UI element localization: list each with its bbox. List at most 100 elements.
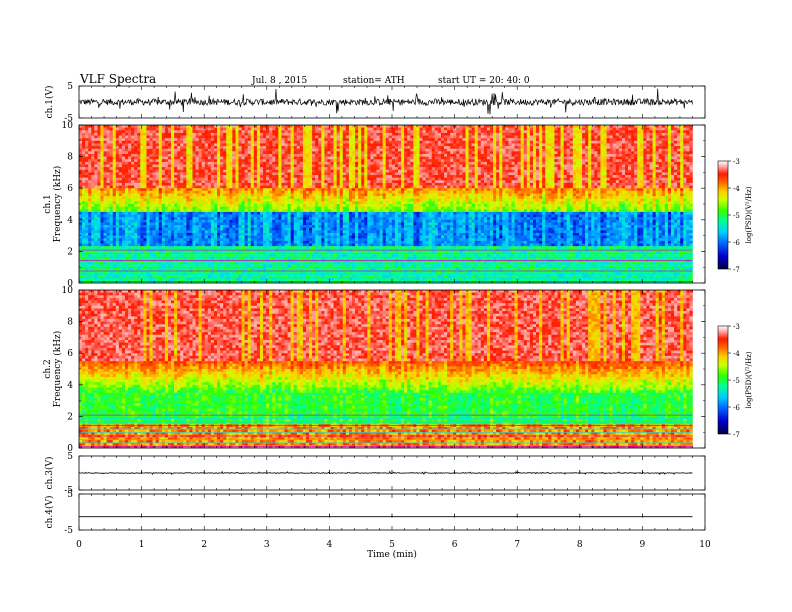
spectrogram-cell xyxy=(272,169,276,173)
spectrogram-cell xyxy=(315,196,319,200)
spectrogram-cell xyxy=(82,204,86,207)
spectrogram-cell xyxy=(241,243,245,247)
spectrogram-cell xyxy=(115,261,120,265)
spectrogram-cell xyxy=(312,232,316,236)
spectrogram-cell xyxy=(195,243,199,247)
spectrogram-cell xyxy=(250,198,255,202)
spectrogram-cell xyxy=(213,217,218,221)
spectrogram-cell xyxy=(131,135,135,139)
spectrogram-cell xyxy=(149,198,153,202)
spectrogram-cell xyxy=(238,264,242,268)
spectrogram-cell xyxy=(161,267,166,271)
spectrogram-cell xyxy=(115,277,120,281)
spectrogram-cell xyxy=(186,172,190,176)
spectrogram-cell xyxy=(186,190,190,194)
spectrogram-cell xyxy=(321,146,325,149)
spectrogram-cell xyxy=(79,246,83,250)
spectrogram-cell xyxy=(290,167,295,171)
spectrogram-cell xyxy=(269,272,273,276)
spectrogram-cell xyxy=(195,232,199,236)
spectrogram-cell xyxy=(152,238,156,242)
spectrogram-cell xyxy=(256,254,261,257)
spectrogram-cell xyxy=(152,140,156,144)
spectrogram-cell xyxy=(318,143,322,147)
spectrogram-cell xyxy=(210,214,215,218)
spectrogram-cell xyxy=(198,143,202,147)
spectrogram-cell xyxy=(244,161,249,165)
spectrogram-cell xyxy=(213,222,218,226)
spectrogram-cell xyxy=(201,201,206,205)
spectrogram-cell xyxy=(315,172,319,176)
spectrogram-cell xyxy=(164,177,169,181)
spectrogram-cell xyxy=(312,125,316,128)
spectrogram-cell xyxy=(290,214,295,218)
spectrogram-cell xyxy=(207,206,212,210)
spectrogram-cell xyxy=(229,169,233,173)
spectrogram-cell xyxy=(115,254,120,257)
spectrogram-cell xyxy=(302,146,307,149)
spectrogram-cell xyxy=(223,209,227,213)
spectrogram-cell xyxy=(321,240,325,244)
spectrogram-cell xyxy=(94,196,98,200)
spectrogram-cell xyxy=(287,188,291,192)
spectrogram-cell xyxy=(309,130,313,134)
spectrogram-cell xyxy=(210,125,215,128)
spectrogram-cell xyxy=(134,230,138,234)
spectrogram-cell xyxy=(186,138,190,142)
spectrogram-cell xyxy=(112,161,117,165)
spectrogram-cell xyxy=(195,130,199,134)
spectrogram-cell xyxy=(256,130,261,134)
spectrogram-cell xyxy=(220,151,224,155)
spectrogram-cell xyxy=(287,169,291,173)
spectrogram-cell xyxy=(121,190,126,194)
spectrogram-cell xyxy=(134,232,138,236)
spectrogram-cell xyxy=(128,148,132,152)
spectrogram-cell xyxy=(244,175,249,178)
spectrogram-cell xyxy=(195,251,199,255)
spectrogram-cell xyxy=(85,280,89,284)
spectrogram-cell xyxy=(103,167,107,171)
spectrogram-cell xyxy=(155,127,160,131)
spectrogram-cell xyxy=(140,182,144,186)
spectrogram-cell xyxy=(315,138,319,142)
spectrogram-cell xyxy=(256,209,261,213)
spectrogram-cell xyxy=(321,254,325,257)
spectrogram-cell xyxy=(152,188,156,192)
spectrogram-cell xyxy=(88,214,92,218)
spectrogram-cell xyxy=(275,135,279,139)
spectrogram-cell xyxy=(85,204,89,207)
spectrogram-cell xyxy=(112,193,117,197)
spectrogram-cell xyxy=(115,172,120,176)
spectrogram-cell xyxy=(97,193,101,197)
spectrogram-cell xyxy=(137,256,141,260)
spectrogram-cell xyxy=(88,132,92,136)
spectrogram-cell xyxy=(226,146,230,149)
spectrogram-cell xyxy=(106,177,110,181)
spectrogram-cell xyxy=(137,167,141,171)
spectrogram-cell xyxy=(266,159,270,163)
spectrogram-cell xyxy=(118,235,123,239)
spectrogram-cell xyxy=(131,198,135,202)
spectrogram-cell xyxy=(91,230,95,234)
spectrogram-cell xyxy=(220,132,224,136)
spectrogram-cell xyxy=(143,164,147,168)
spectrogram-cell xyxy=(244,148,249,152)
spectrogram-cell xyxy=(109,206,114,210)
spectrogram-cell xyxy=(259,180,264,184)
spectrogram-cell xyxy=(220,177,224,181)
spectrogram-cell xyxy=(164,193,169,197)
spectrogram-cell xyxy=(94,135,98,139)
spectrogram-cell xyxy=(97,204,101,207)
spectrogram-cell xyxy=(278,125,282,128)
spectrogram-cell xyxy=(309,188,313,192)
spectrogram-cell xyxy=(125,230,129,234)
spectrogram-cell xyxy=(97,148,101,152)
spectrogram-cell xyxy=(250,196,255,200)
spectrogram-cell xyxy=(189,130,193,134)
spectrogram-cell xyxy=(177,148,181,152)
spectrogram-cell xyxy=(192,256,196,260)
spectrogram-cell xyxy=(229,230,233,234)
spectrogram-cell xyxy=(192,232,196,236)
spectrogram-cell xyxy=(256,214,261,218)
spectrogram-cell xyxy=(204,230,209,234)
